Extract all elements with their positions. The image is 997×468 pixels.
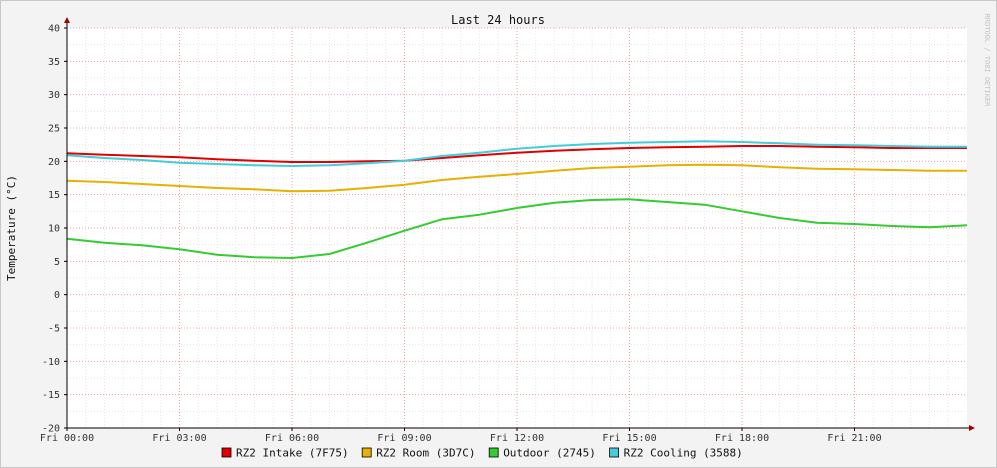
legend-swatch [361,447,372,458]
axes [64,17,975,431]
y-axis-arrow [64,17,70,23]
legend-entry: RZ2 Room (3D7C) [376,447,475,460]
x-tick-label: Fri 09:00 [377,433,431,444]
legend-swatch [221,447,232,458]
chart-title: Last 24 hours [451,13,545,27]
y-tick-label: 25 [48,124,60,135]
x-tick-label: Fri 21:00 [827,433,881,444]
legend-swatch [488,447,499,458]
y-tick-label: -10 [42,357,60,368]
series-line [66,145,967,163]
series-line [66,140,967,167]
watermark: RRDTOOL / TOBI OETIKER [983,14,991,108]
grid [66,27,967,429]
legend-entry: RZ2 Cooling (3588) [624,447,743,460]
x-axis-arrow [969,425,975,431]
legend: RZ2 Intake (7F75) RZ2 Room (3D7C) Outdoor … [221,447,743,460]
legend-swatch [609,447,619,458]
y-tick-label: 0 [54,290,60,301]
y-tick-label: 40 [48,24,60,35]
y-tick-label: 35 [48,57,60,68]
y-tick-label: -5 [48,324,60,335]
y-axis-label: Temperature (°C) [5,175,18,281]
y-tick-label: 20 [48,157,60,168]
legend-entry: Outdoor (2745) [503,447,596,460]
y-tick-label: 5 [54,257,60,268]
y-tick-label: 30 [48,90,60,101]
x-tick-labels: Fri 00:00 Fri 03:00 Fri 06:00 Fri 09:00 Fri … [40,428,882,444]
x-tick-label: Fri 15:00 [602,433,656,444]
series-layer [66,140,968,259]
y-tick-labels: 40 35 30 25 20 15 10 5 0 -5 -10 -15 -20 [42,24,67,435]
x-tick-label: Fri 03:00 [152,433,206,444]
y-tick-label: -15 [42,390,60,401]
series-line [66,163,967,193]
legend-entry: RZ2 Intake (7F75) [236,447,349,460]
y-tick-label: 10 [48,224,60,235]
x-tick-label: Fri 12:00 [490,433,544,444]
x-tick-label: Fri 00:00 [40,433,94,444]
y-tick-label: -20 [42,424,60,435]
series-line [66,198,968,259]
x-tick-label: Fri 18:00 [715,433,769,444]
x-tick-label: Fri 06:00 [265,433,319,444]
y-tick-label: 15 [48,190,60,201]
